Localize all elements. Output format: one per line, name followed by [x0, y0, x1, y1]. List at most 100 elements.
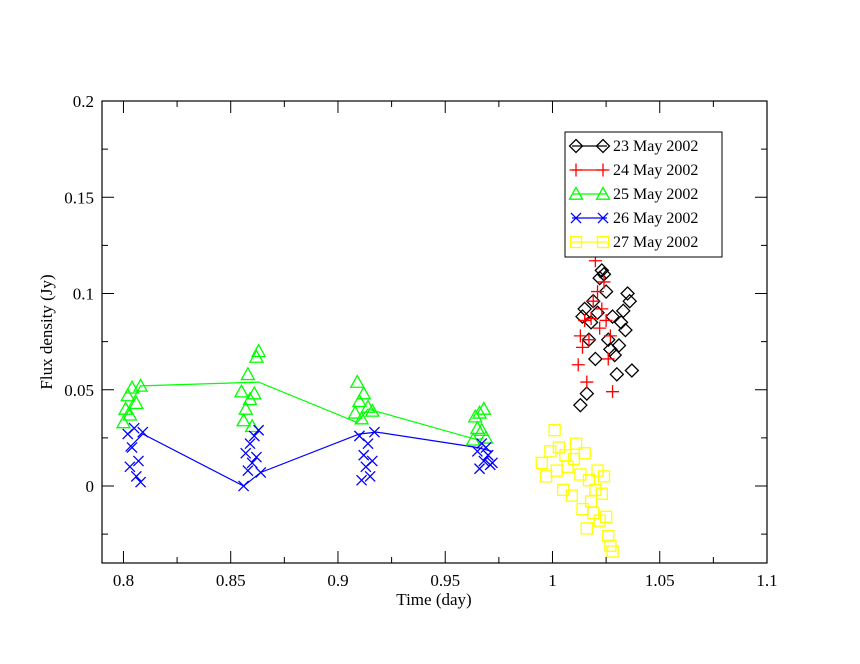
data-point: [575, 309, 590, 325]
data-point: [572, 397, 588, 413]
series-25-may-2002: [115, 343, 494, 446]
data-point: [471, 405, 488, 419]
legend-marker: [596, 235, 610, 249]
data-point: [595, 302, 609, 316]
data-point: [364, 403, 380, 417]
data-point: [593, 321, 607, 335]
legend-marker: [568, 186, 584, 200]
data-point: [611, 338, 627, 353]
legend-label: 26 May 2002: [613, 210, 698, 227]
data-point: [471, 445, 483, 457]
data-point: [559, 449, 572, 462]
data-point: [578, 313, 592, 327]
data-point: [609, 366, 625, 382]
data-point: [240, 447, 252, 459]
data-point: [469, 420, 486, 435]
data-point: [603, 329, 617, 343]
data-point: [124, 379, 140, 394]
data-point: [246, 385, 262, 400]
data-point: [586, 294, 600, 308]
data-point: [544, 445, 557, 458]
data-point: [128, 422, 140, 434]
data-point: [593, 514, 606, 527]
data-point: [587, 351, 603, 367]
data-point: [356, 474, 368, 486]
data-point: [356, 385, 372, 400]
data-point: [571, 358, 585, 372]
legend-label: 25 May 2002: [613, 186, 698, 203]
data-point: [597, 470, 611, 483]
data-point: [248, 430, 260, 442]
data-point: [576, 340, 590, 354]
data-point: [238, 480, 250, 492]
legend-entry: 23 May 2002: [568, 138, 698, 155]
x-tick-label: 0.9: [327, 571, 348, 590]
data-point: [349, 374, 365, 388]
y-axis-label: Flux density (Jy): [37, 274, 56, 389]
data-point: [368, 426, 380, 438]
data-point: [353, 410, 370, 425]
data-point: [594, 262, 610, 278]
data-point: [589, 483, 602, 497]
plot-frame: [101, 100, 768, 564]
y-tick-label: 0.15: [64, 188, 94, 207]
y-tick-label: 0.1: [73, 285, 94, 304]
legend: 23 May 2002 24 May 2002 25 May 2002 26 May …: [564, 131, 723, 258]
data-point: [561, 460, 574, 473]
legend-label: 23 May 2002: [613, 138, 698, 155]
data-point: [255, 466, 267, 479]
legend-entry: 27 May 2002: [569, 234, 698, 251]
data-point: [130, 470, 142, 482]
x-tick-label: 0.95: [430, 571, 460, 590]
x-tick-label: 1.05: [645, 571, 675, 590]
data-point: [347, 405, 363, 419]
data-point: [613, 314, 629, 330]
data-point: [569, 437, 583, 450]
data-point: [240, 366, 256, 381]
data-point: [535, 456, 548, 470]
legend-marker: [569, 235, 583, 249]
x-tick-label: 1: [548, 571, 557, 590]
data-point: [120, 387, 136, 402]
legend-entry: 26 May 2002: [570, 210, 698, 227]
y-tick-label: 0.2: [73, 92, 94, 111]
data-point: [606, 545, 619, 558]
data-point: [366, 455, 378, 467]
data-point: [246, 457, 258, 469]
x-tick-label: 1.1: [756, 571, 777, 590]
data-point: [132, 455, 144, 467]
legend-marker: [596, 163, 610, 177]
data-point: [578, 447, 591, 460]
data-point: [587, 506, 600, 520]
data-point: [606, 385, 620, 399]
series-24-may-2002: [571, 254, 620, 399]
data-point: [117, 401, 134, 415]
data-point: [539, 470, 553, 483]
data-point: [580, 375, 594, 389]
data-point: [474, 463, 486, 475]
legend-marker: [597, 212, 609, 224]
data-point: [124, 461, 136, 473]
legend-marker: [568, 138, 584, 154]
data-point: [580, 522, 593, 535]
series-23-may-2002: [572, 262, 640, 413]
data-point: [591, 285, 605, 299]
data-point: [482, 449, 494, 461]
x-tick-label: 0.8: [113, 571, 134, 590]
data-point: [550, 464, 563, 477]
data-point: [486, 457, 498, 469]
data-point: [565, 489, 578, 502]
legend-label: 24 May 2002: [613, 162, 698, 179]
data-point: [362, 438, 374, 450]
x-tick-label: 0.85: [216, 571, 246, 590]
data-point: [579, 386, 595, 402]
data-point: [598, 284, 614, 299]
data-point: [358, 449, 370, 461]
legend-label: 27 May 2002: [613, 234, 698, 251]
data-point: [584, 312, 598, 326]
data-point: [137, 426, 149, 438]
axis-ticks: 0.8 0.85 0.9 0.95 1 1.05 1.1 0 0.05 0.1 0.15 0.2: [64, 92, 777, 590]
data-point: [607, 347, 623, 363]
data-point: [480, 441, 492, 454]
